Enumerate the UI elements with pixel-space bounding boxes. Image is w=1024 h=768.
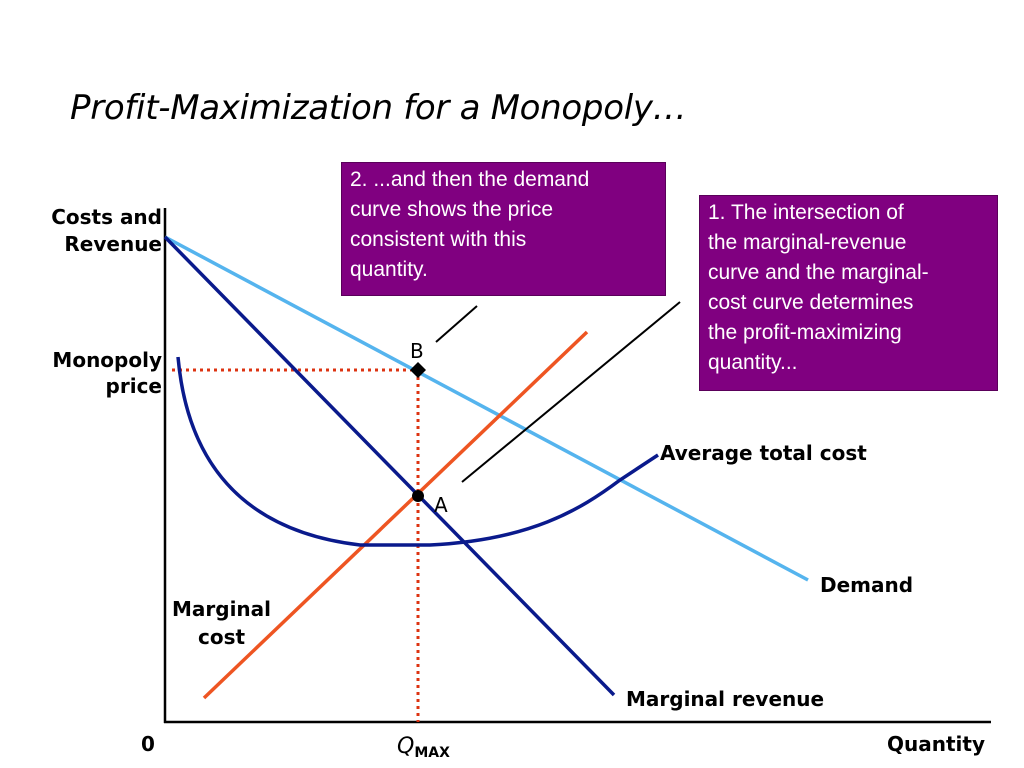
callout-1-line: curve and the marginal- [708,261,929,284]
point-a-marker [412,490,424,502]
marginal-cost-label-line2: cost [198,625,246,649]
marginal-revenue-curve [163,235,616,697]
callout-1-pointer [461,301,681,483]
callout-box-2: 2. ...and then the demand curve shows th… [341,162,666,296]
callout-2-line: 2. ...and then the demand [350,168,590,191]
marginal-revenue-label: Marginal revenue [626,687,824,711]
callout-box-1: 1. The intersection of the marginal-reve… [699,195,998,391]
demand-curve [164,235,809,582]
point-b-label: B [410,339,424,363]
callout-1-line: the marginal-revenue [708,231,907,254]
demand-label: Demand [820,573,913,597]
callout-1-line: the profit-maximizing [708,321,902,344]
callout-1-line: 1. The intersection of [708,201,904,224]
y-axis-label-line2: Revenue [64,232,162,256]
qmax-main: Q [397,734,414,759]
point-b-marker [410,362,426,378]
point-a-label: A [434,493,448,517]
callout-2-line: consistent with this [350,228,527,251]
origin-label: 0 [141,732,155,756]
callout-2-pointer [435,305,478,343]
page-title: Profit-Maximization for a Monopoly… [70,88,687,128]
callout-1-line: quantity... [708,351,798,374]
monopoly-price-label-line2: price [106,374,162,398]
qmax-sub: MAX [414,745,450,761]
marginal-cost-label-line1: Marginal [172,597,271,621]
callout-2-line: curve shows the price [350,198,554,221]
average-total-cost-curve [176,356,659,547]
qmax-label: QMAX [397,734,450,761]
callout-1-line: cost curve determines [708,291,914,314]
marginal-cost-curve [202,330,589,700]
callout-2-line: quantity. [350,258,428,281]
x-axis-label: Quantity [887,732,985,756]
monopoly-price-label-line1: Monopoly [52,348,162,372]
average-total-cost-label: Average total cost [660,441,867,465]
y-axis-label-line1: Costs and [51,205,162,229]
